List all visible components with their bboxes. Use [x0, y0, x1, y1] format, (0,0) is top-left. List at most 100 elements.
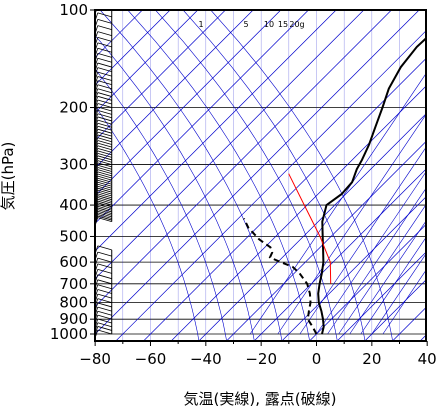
- wind-barb-flag: [95, 134, 99, 142]
- isotherm-line: [95, 10, 420, 335]
- wind-barb: [97, 155, 112, 161]
- wind-barb-flag: [95, 19, 99, 26]
- wind-barb: [97, 31, 112, 37]
- wind-barb: [97, 310, 112, 316]
- wind-barb-flag: [95, 129, 99, 136]
- wind-barb-flag: [95, 165, 99, 172]
- wind-barb: [97, 80, 112, 86]
- wind-barb-flag: [95, 180, 99, 187]
- wind-barb: [97, 263, 112, 269]
- y-tick-label: 900: [59, 310, 88, 328]
- wind-barb: [97, 167, 112, 172]
- isotherm-line: [254, 168, 426, 341]
- x-tick-label: −60: [135, 350, 167, 368]
- wind-barb-flag: [95, 99, 99, 107]
- wind-barb-flag: [95, 195, 99, 202]
- wind-barb-flag: [95, 307, 99, 314]
- mixing-ratio-label: 1: [198, 20, 203, 29]
- wind-barb-flag: [95, 53, 99, 60]
- wind-barb: [97, 257, 112, 263]
- mixing-ratio-label: 10: [264, 20, 274, 29]
- isotherm-line: [364, 279, 426, 341]
- wind-barb: [97, 140, 112, 145]
- wind-barb: [97, 318, 112, 324]
- wind-barb: [97, 245, 112, 251]
- wind-barb-flag: [95, 153, 99, 160]
- wind-barb: [97, 95, 112, 101]
- x-axis: −80 −60 −40 −20 0 20 40: [79, 341, 436, 368]
- x-tick-label: −20: [245, 350, 277, 368]
- wind-barb-flag: [95, 113, 99, 120]
- wind-barb-flag: [95, 289, 99, 296]
- wind-barb-flag: [95, 322, 99, 329]
- wind-barb-flag: [95, 145, 99, 152]
- wind-barb: [97, 195, 112, 201]
- y-tick-label: 700: [59, 275, 88, 293]
- wind-barb: [97, 113, 112, 119]
- mixing-ratio-line: [371, 253, 426, 335]
- wind-barb-flag: [95, 326, 99, 333]
- wind-barb-flag: [95, 184, 99, 191]
- wind-barb-flag: [95, 206, 99, 213]
- wind-barb-flag: [95, 96, 99, 103]
- wind-barb-flag: [95, 155, 99, 162]
- isotherm-grid: [95, 10, 426, 341]
- mixing-ratio-line: [299, 146, 426, 335]
- wind-barb: [97, 322, 112, 328]
- isotherm-line: [143, 57, 426, 341]
- mixing-ratio-label: 20g: [289, 20, 304, 29]
- wind-barb: [97, 193, 112, 199]
- wind-barb: [97, 209, 112, 214]
- adiabat-line: [95, 68, 227, 341]
- wind-barb: [97, 329, 112, 335]
- wind-barb-flag: [95, 245, 99, 253]
- wind-barb: [97, 293, 112, 299]
- wind-barb-flag: [95, 279, 99, 286]
- wind-barb: [97, 171, 112, 177]
- adiabat-line: [95, 35, 255, 341]
- wind-barb-flag: [95, 80, 99, 87]
- adiabat-line: [95, 105, 200, 341]
- wind-barb-flag: [95, 92, 99, 99]
- isotherm-line: [95, 10, 337, 252]
- wind-barb: [97, 306, 112, 312]
- wind-barb: [97, 214, 112, 219]
- wind-barb: [97, 314, 112, 320]
- wind-barb-flag: [95, 175, 99, 183]
- adiabat-line: [99, 10, 283, 341]
- isotherm-line: [95, 10, 171, 86]
- sounding-series: [242, 37, 426, 335]
- mixing-ratio-line: [277, 114, 426, 335]
- wind-barb-flag: [95, 58, 99, 65]
- wind-barb-flag: [95, 212, 99, 219]
- y-tick-label: 100: [59, 1, 88, 19]
- isotherm-line: [95, 10, 282, 197]
- wind-barb-flag: [95, 62, 99, 70]
- wind-barb-flag: [95, 200, 99, 208]
- wind-barb-flag: [95, 191, 99, 199]
- wind-barb: [97, 210, 112, 216]
- y-tick-label: 200: [59, 99, 88, 117]
- wind-barb: [97, 274, 112, 280]
- wind-barb: [97, 12, 112, 18]
- isotherm-line: [95, 10, 199, 114]
- adiabat-line: [127, 10, 310, 341]
- wind-barb: [97, 175, 112, 181]
- wind-barb: [97, 198, 112, 204]
- wind-barb-flag: [95, 329, 99, 337]
- parcel-line: [288, 173, 332, 284]
- mixing-ratio-grid: [95, 10, 426, 341]
- dewpoint-line: [242, 218, 318, 335]
- wind-barb: [97, 71, 112, 77]
- wind-barb-flag: [95, 126, 99, 133]
- wind-barb-flag: [95, 182, 99, 189]
- wind-barb: [97, 326, 112, 331]
- wind-barb-flag: [95, 173, 99, 181]
- wind-barb: [97, 187, 112, 193]
- x-tick-label: −40: [190, 350, 222, 368]
- wind-barb-flag: [95, 188, 99, 195]
- isotherm-line: [95, 10, 309, 224]
- wind-barb: [97, 88, 112, 94]
- isotherm-line: [281, 196, 426, 341]
- temperature-line: [317, 37, 426, 335]
